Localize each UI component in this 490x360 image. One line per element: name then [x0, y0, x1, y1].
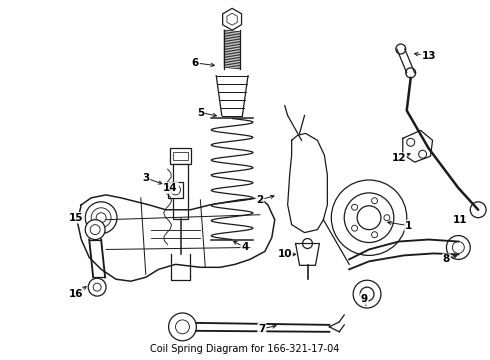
Circle shape	[360, 287, 374, 301]
Circle shape	[88, 278, 106, 296]
Circle shape	[353, 280, 381, 308]
Text: 6: 6	[192, 58, 199, 68]
Circle shape	[96, 213, 106, 223]
Circle shape	[169, 313, 196, 341]
Circle shape	[171, 185, 180, 195]
Circle shape	[470, 202, 486, 218]
Text: 2: 2	[256, 195, 264, 205]
Circle shape	[406, 68, 416, 78]
Text: 10: 10	[277, 249, 292, 260]
Circle shape	[371, 232, 377, 238]
Text: 8: 8	[443, 255, 450, 264]
Bar	[172, 164, 189, 219]
Circle shape	[418, 150, 427, 158]
Text: 4: 4	[241, 243, 249, 252]
Circle shape	[452, 242, 465, 253]
Circle shape	[352, 204, 358, 210]
Circle shape	[302, 239, 313, 248]
Text: 3: 3	[142, 173, 149, 183]
Text: 1: 1	[405, 221, 413, 231]
Bar	[170, 148, 192, 164]
Circle shape	[352, 225, 358, 231]
Circle shape	[371, 198, 377, 204]
Circle shape	[175, 320, 190, 334]
Text: 7: 7	[258, 324, 266, 334]
Circle shape	[446, 235, 470, 260]
Circle shape	[384, 215, 390, 221]
Text: 16: 16	[69, 289, 84, 299]
Polygon shape	[222, 8, 242, 30]
Text: 5: 5	[196, 108, 204, 117]
Text: 11: 11	[453, 215, 467, 225]
Circle shape	[85, 220, 105, 239]
Circle shape	[396, 44, 406, 54]
Circle shape	[90, 225, 100, 235]
Circle shape	[344, 193, 394, 243]
Circle shape	[93, 283, 101, 291]
Text: Coil Spring Diagram for 166-321-17-04: Coil Spring Diagram for 166-321-17-04	[150, 344, 340, 354]
Circle shape	[91, 208, 111, 228]
Text: 9: 9	[361, 294, 368, 304]
Bar	[172, 152, 189, 160]
Text: 15: 15	[69, 213, 84, 223]
Polygon shape	[227, 13, 237, 25]
Text: 14: 14	[163, 183, 178, 193]
Circle shape	[85, 202, 117, 234]
Bar	[168, 182, 183, 198]
Text: 13: 13	[421, 51, 436, 61]
Circle shape	[331, 180, 407, 255]
Circle shape	[357, 206, 381, 230]
Circle shape	[407, 138, 415, 146]
Text: 12: 12	[392, 153, 406, 163]
